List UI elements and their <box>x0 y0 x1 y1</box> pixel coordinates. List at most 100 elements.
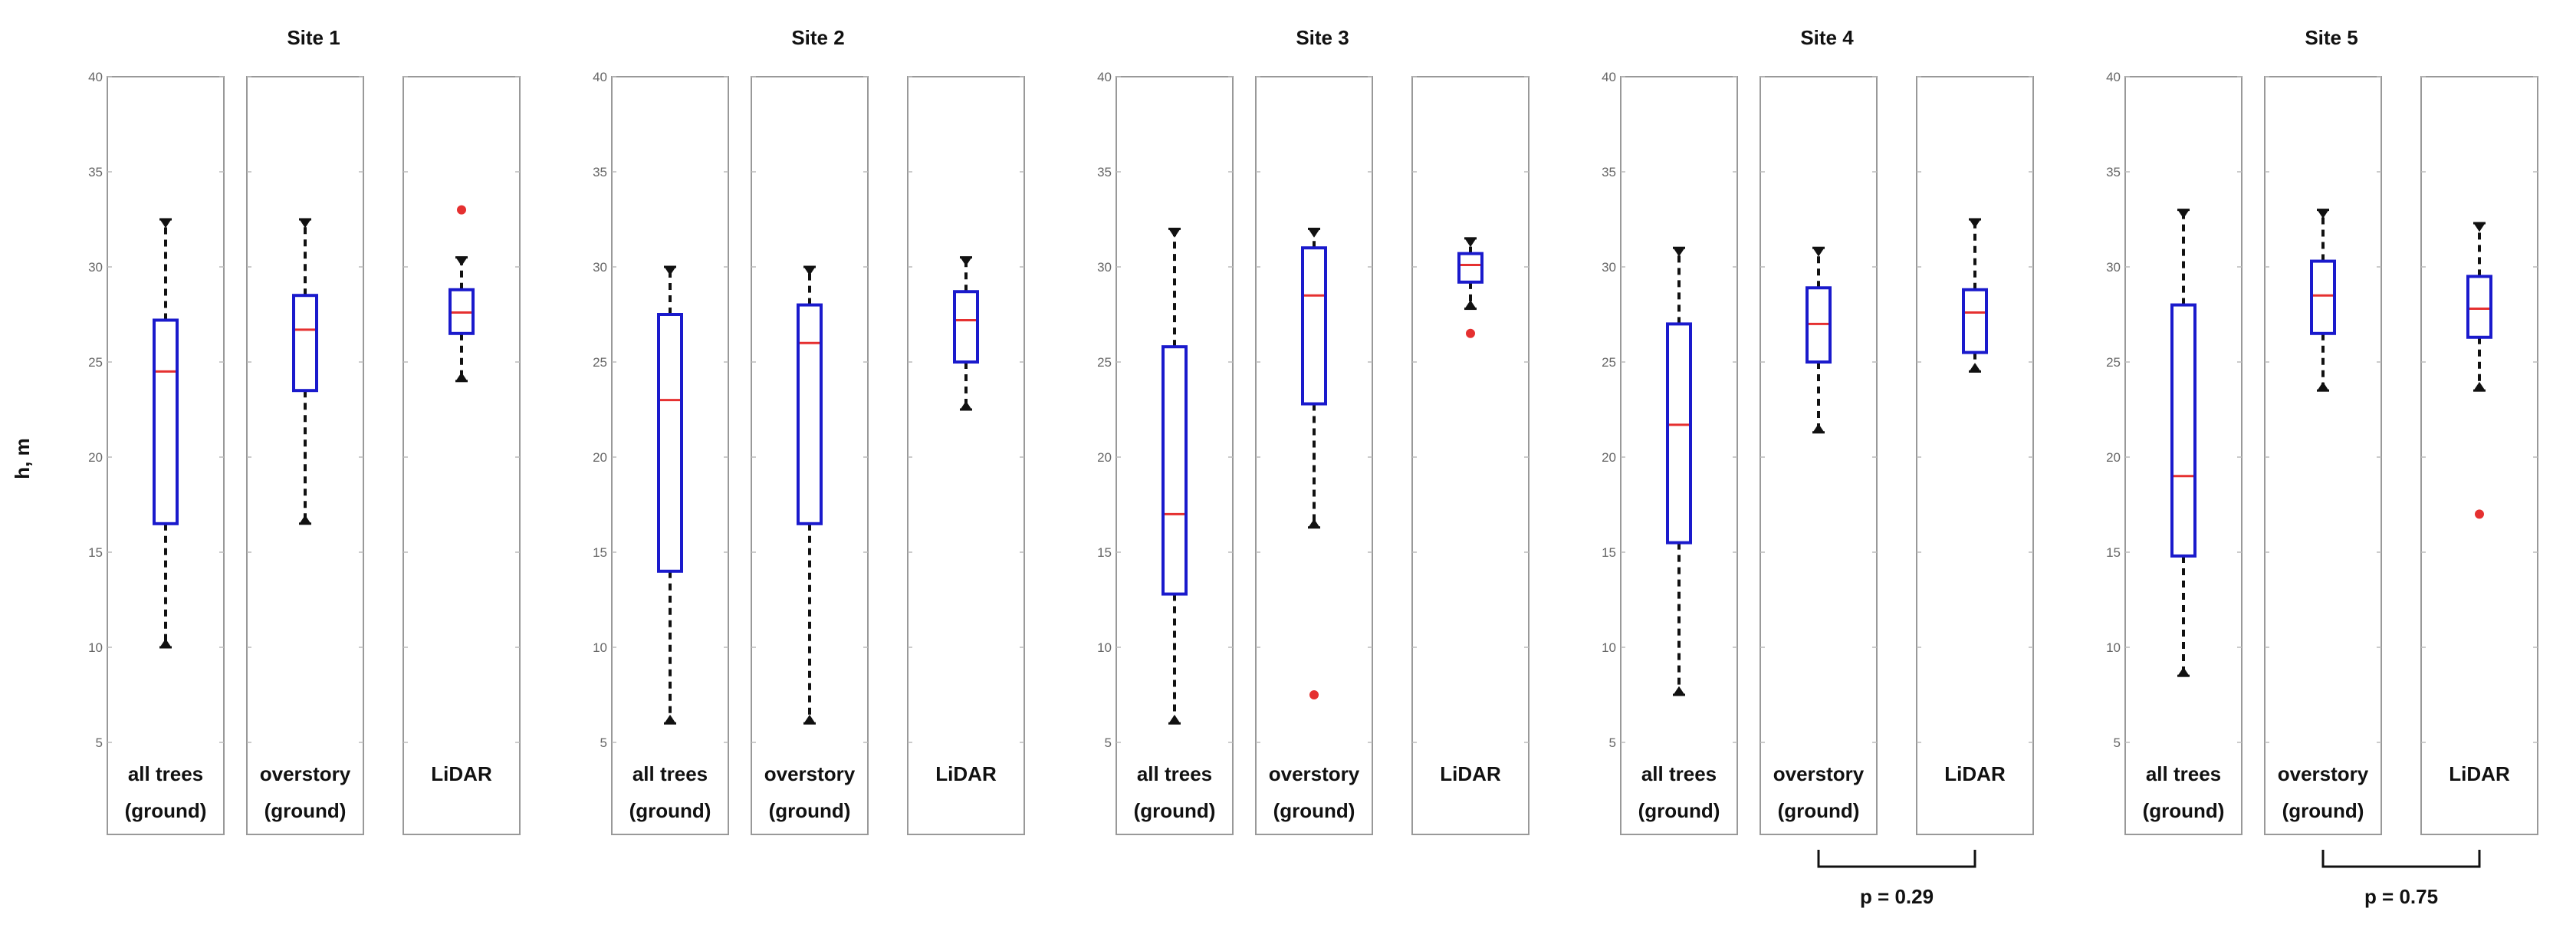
panel-frame <box>611 76 729 835</box>
category-label: all trees <box>1137 762 1212 785</box>
category-label: (ground) <box>1273 799 1355 822</box>
site-title: Site 3 <box>1296 26 1349 49</box>
iqr-box <box>2466 275 2492 339</box>
lower-whisker-marker <box>1970 363 1980 371</box>
y-tick-label: 30 <box>593 260 607 275</box>
panel-frame <box>107 76 225 835</box>
category-label: all trees <box>128 762 203 785</box>
category-label: overstory <box>1269 762 1360 785</box>
lower-whisker-marker <box>160 638 171 647</box>
y-tick-label: 40 <box>1602 70 1616 84</box>
panel-frame <box>1620 76 1738 835</box>
lower-whisker-marker <box>456 372 467 380</box>
panel-frame <box>1255 76 1373 835</box>
y-tick-label: 15 <box>2106 545 2121 560</box>
y-tick-label: 30 <box>2106 260 2121 275</box>
y-tick-label: 10 <box>88 640 103 655</box>
site-title: Site 5 <box>2305 26 2358 49</box>
y-tick-label: 35 <box>2106 165 2121 179</box>
panel-frame <box>2264 76 2382 835</box>
y-tick-label: 15 <box>593 545 607 560</box>
category-label: overstory <box>260 762 351 785</box>
site-title: Site 2 <box>791 26 844 49</box>
upper-whisker-marker <box>2318 210 2328 219</box>
upper-whisker-marker <box>1813 248 1824 257</box>
outlier-point <box>2475 509 2484 519</box>
category-label: (ground) <box>629 799 711 822</box>
iqr-box <box>1962 288 1988 354</box>
iqr-box <box>1162 345 1188 596</box>
y-tick-label: 5 <box>2114 735 2121 750</box>
lower-whisker-marker <box>1674 686 1684 695</box>
category-label: overstory <box>2278 762 2369 785</box>
lower-whisker-marker <box>1309 518 1319 527</box>
p-value-label: p = 0.29 <box>1860 885 1934 908</box>
upper-whisker-marker <box>2474 223 2485 232</box>
upper-whisker-marker <box>804 267 815 276</box>
y-tick-label: 5 <box>96 735 103 750</box>
category-label: (ground) <box>1134 799 1216 822</box>
lower-whisker-marker <box>2318 381 2328 390</box>
y-tick-label: 20 <box>2106 450 2121 465</box>
y-tick-label: 25 <box>88 355 103 370</box>
iqr-box <box>2310 259 2336 335</box>
iqr-box <box>797 303 823 525</box>
category-label: all trees <box>2146 762 2221 785</box>
lower-whisker-marker <box>300 515 310 523</box>
y-tick-label: 20 <box>1097 450 1112 465</box>
site-title: Site 4 <box>1800 26 1854 49</box>
y-tick-label: 30 <box>1097 260 1112 275</box>
lower-whisker-marker <box>1465 300 1476 308</box>
category-label: (ground) <box>2143 799 2225 822</box>
lower-whisker-marker <box>961 400 971 410</box>
upper-whisker-marker <box>1674 248 1684 257</box>
panel-frame <box>1760 76 1878 835</box>
y-tick-label: 5 <box>1105 735 1112 750</box>
y-tick-label: 25 <box>2106 355 2121 370</box>
y-tick-label: 25 <box>1097 355 1112 370</box>
category-label: LiDAR <box>1944 762 2006 785</box>
site-title: Site 1 <box>287 26 340 49</box>
y-tick-label: 30 <box>88 260 103 275</box>
iqr-box <box>2170 303 2196 558</box>
category-label: (ground) <box>2282 799 2364 822</box>
category-label: (ground) <box>1778 799 1860 822</box>
upper-whisker-marker <box>160 219 171 229</box>
y-tick-label: 10 <box>2106 640 2121 655</box>
panel-frame <box>2124 76 2242 835</box>
y-tick-label: 40 <box>2106 70 2121 84</box>
upper-whisker-marker <box>665 267 675 276</box>
y-tick-label: 35 <box>1602 165 1616 179</box>
lower-whisker-marker <box>2178 666 2189 676</box>
y-axis-label: h, m <box>11 438 34 479</box>
outlier-point <box>1309 690 1319 699</box>
lower-whisker-marker <box>2474 381 2485 390</box>
iqr-box <box>292 294 318 393</box>
y-tick-label: 35 <box>88 165 103 179</box>
y-tick-label: 25 <box>593 355 607 370</box>
upper-whisker-marker <box>300 219 310 229</box>
y-tick-label: 25 <box>1602 355 1616 370</box>
upper-whisker-marker <box>456 258 467 266</box>
outlier-point <box>457 205 466 215</box>
iqr-box <box>1666 322 1692 545</box>
category-label: LiDAR <box>935 762 997 785</box>
category-label: LiDAR <box>1440 762 1501 785</box>
outlier-point <box>1466 328 1475 338</box>
panel-frame <box>1916 76 2034 835</box>
iqr-box <box>1301 246 1327 406</box>
y-tick-label: 10 <box>1602 640 1616 655</box>
lower-whisker-marker <box>665 714 675 723</box>
y-tick-label: 5 <box>1609 735 1616 750</box>
category-label: LiDAR <box>2449 762 2510 785</box>
category-label: overstory <box>764 762 856 785</box>
panel-frame <box>1411 76 1530 835</box>
iqr-box <box>153 318 179 525</box>
panel-frame <box>402 76 521 835</box>
y-tick-label: 20 <box>1602 450 1616 465</box>
upper-whisker-marker <box>2178 210 2189 219</box>
panel-frame <box>751 76 869 835</box>
significance-bracket <box>2321 850 2481 868</box>
iqr-box <box>657 313 683 573</box>
